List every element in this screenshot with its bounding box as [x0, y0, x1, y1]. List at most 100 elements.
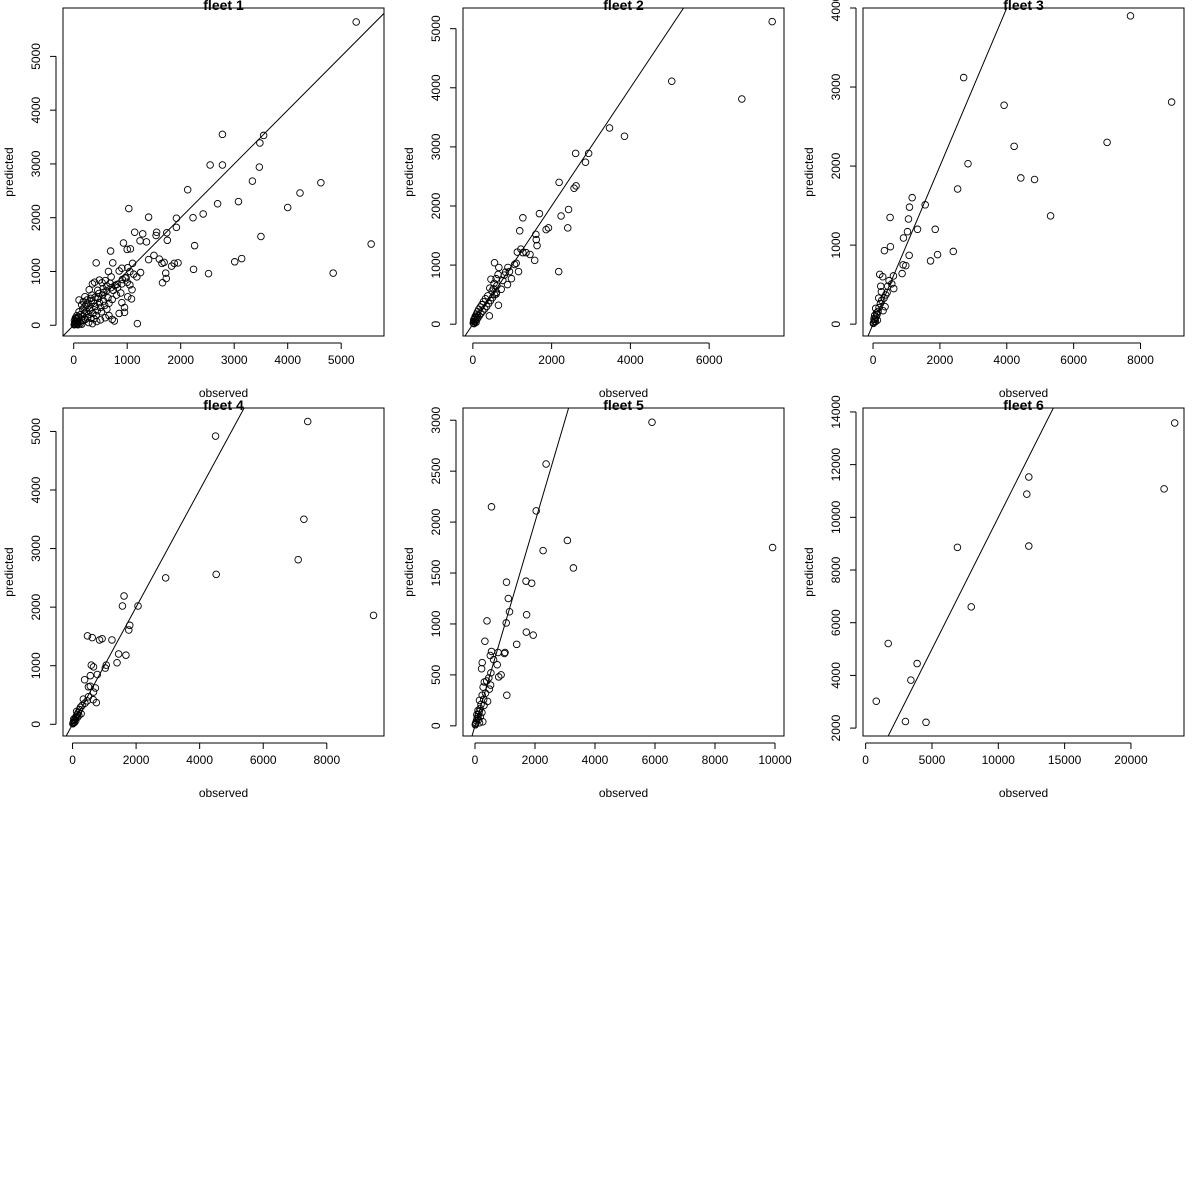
data-point: [878, 272, 887, 281]
x-tick-label: 2000: [538, 353, 565, 367]
y-tick-label: 5000: [429, 15, 443, 42]
data-point: [888, 280, 896, 288]
x-tick-label: 1000: [114, 353, 141, 367]
plot-frame: [862, 7, 1185, 337]
y-tick-label: 8000: [829, 556, 843, 583]
data-point: [886, 213, 894, 222]
data-point: [481, 637, 489, 646]
data-point: [471, 721, 480, 729]
x-tick-label: 6000: [642, 753, 669, 767]
data-point: [872, 309, 881, 317]
y-tick-label: 14000: [829, 395, 843, 429]
data-point: [172, 214, 181, 222]
data-point: [489, 655, 498, 664]
data-point: [1017, 174, 1025, 182]
data-point: [99, 284, 107, 293]
data-point: [494, 648, 502, 657]
data-point: [522, 611, 531, 619]
data-point: [163, 236, 172, 245]
data-point: [905, 251, 913, 260]
data-point: [92, 259, 100, 267]
y-axis-label: predicted: [402, 547, 416, 596]
y-tick-label: 0: [29, 721, 43, 728]
data-point: [115, 309, 123, 318]
y-tick-label: 0: [829, 320, 843, 327]
panel-fleet-4: 0 2000 4000 6000 8000 0 1000 2000 3000 4000 5000 ob…: [2, 397, 385, 800]
data-point: [1030, 175, 1039, 184]
x-tick-label: 2000: [123, 753, 150, 767]
data-point: [492, 274, 500, 283]
data-point: [478, 708, 486, 717]
data-point: [959, 73, 968, 82]
data-point: [93, 670, 102, 679]
identity-line: [867, 8, 1008, 336]
x-tick-label: 2000: [927, 353, 954, 367]
data-point: [317, 179, 325, 187]
data-point: [490, 290, 499, 299]
data-point: [515, 227, 524, 235]
panel-fleet-6: 0 5000 10000 15000 20000 2000 4000 6000 8000 1000…: [802, 395, 1185, 800]
data-point: [87, 314, 95, 323]
chart-title: fleet 2: [603, 0, 644, 13]
data-point: [113, 659, 121, 667]
data-point: [497, 671, 505, 679]
data-point: [118, 275, 127, 284]
data-point: [899, 234, 908, 242]
data-point: [152, 231, 160, 240]
x-tick-label: 8000: [702, 753, 729, 767]
data-point: [174, 259, 182, 267]
data-point: [485, 312, 494, 320]
data-point: [881, 303, 889, 311]
data-point: [125, 621, 134, 630]
y-tick-label: 0: [29, 322, 43, 329]
plot-area: [872, 408, 1179, 736]
y-tick-label: 10000: [829, 500, 843, 534]
y-tick-label: 3000: [29, 150, 43, 177]
plot-frame: [862, 407, 1185, 737]
y-tick-label: 500: [429, 665, 443, 685]
data-point: [555, 178, 563, 187]
data-point: [877, 287, 886, 296]
identity-line: [65, 408, 245, 736]
data-point: [477, 700, 485, 709]
data-point: [921, 201, 929, 209]
data-point: [105, 299, 113, 307]
data-point: [92, 317, 101, 326]
data-point: [75, 711, 83, 720]
data-point: [485, 685, 494, 693]
data-point: [128, 259, 137, 268]
data-point: [526, 250, 534, 259]
data-point: [497, 285, 505, 294]
data-point: [77, 320, 86, 328]
data-point: [903, 227, 912, 236]
x-tick-label: 10000: [982, 753, 1016, 767]
data-point: [85, 286, 93, 294]
data-point: [123, 245, 131, 254]
y-tick-label: 1000: [429, 610, 443, 637]
data-point: [83, 632, 92, 640]
data-point: [953, 185, 962, 193]
data-point: [474, 706, 482, 715]
data-point: [554, 267, 563, 276]
data-point: [189, 213, 197, 222]
data-point: [248, 177, 257, 185]
data-point: [494, 673, 503, 681]
data-point: [495, 263, 503, 272]
data-point: [926, 257, 935, 265]
x-tick-label: 2000: [522, 753, 549, 767]
y-tick-label: 3000: [429, 407, 443, 434]
data-point: [125, 626, 133, 634]
data-point: [144, 213, 153, 221]
data-point: [150, 251, 158, 260]
plot-frame: [62, 407, 385, 737]
data-point: [71, 313, 80, 322]
data-point: [667, 77, 676, 86]
data-point: [533, 241, 541, 250]
x-axis-label: observed: [199, 386, 248, 400]
panel-fleet-3: 0 2000 4000 6000 8000 0 1000 2000 3000 4000 observ…: [802, 0, 1185, 400]
data-point: [218, 161, 227, 169]
data-point: [352, 18, 360, 26]
data-point: [475, 719, 484, 727]
data-point: [478, 658, 486, 667]
y-tick-label: 2000: [829, 714, 843, 741]
